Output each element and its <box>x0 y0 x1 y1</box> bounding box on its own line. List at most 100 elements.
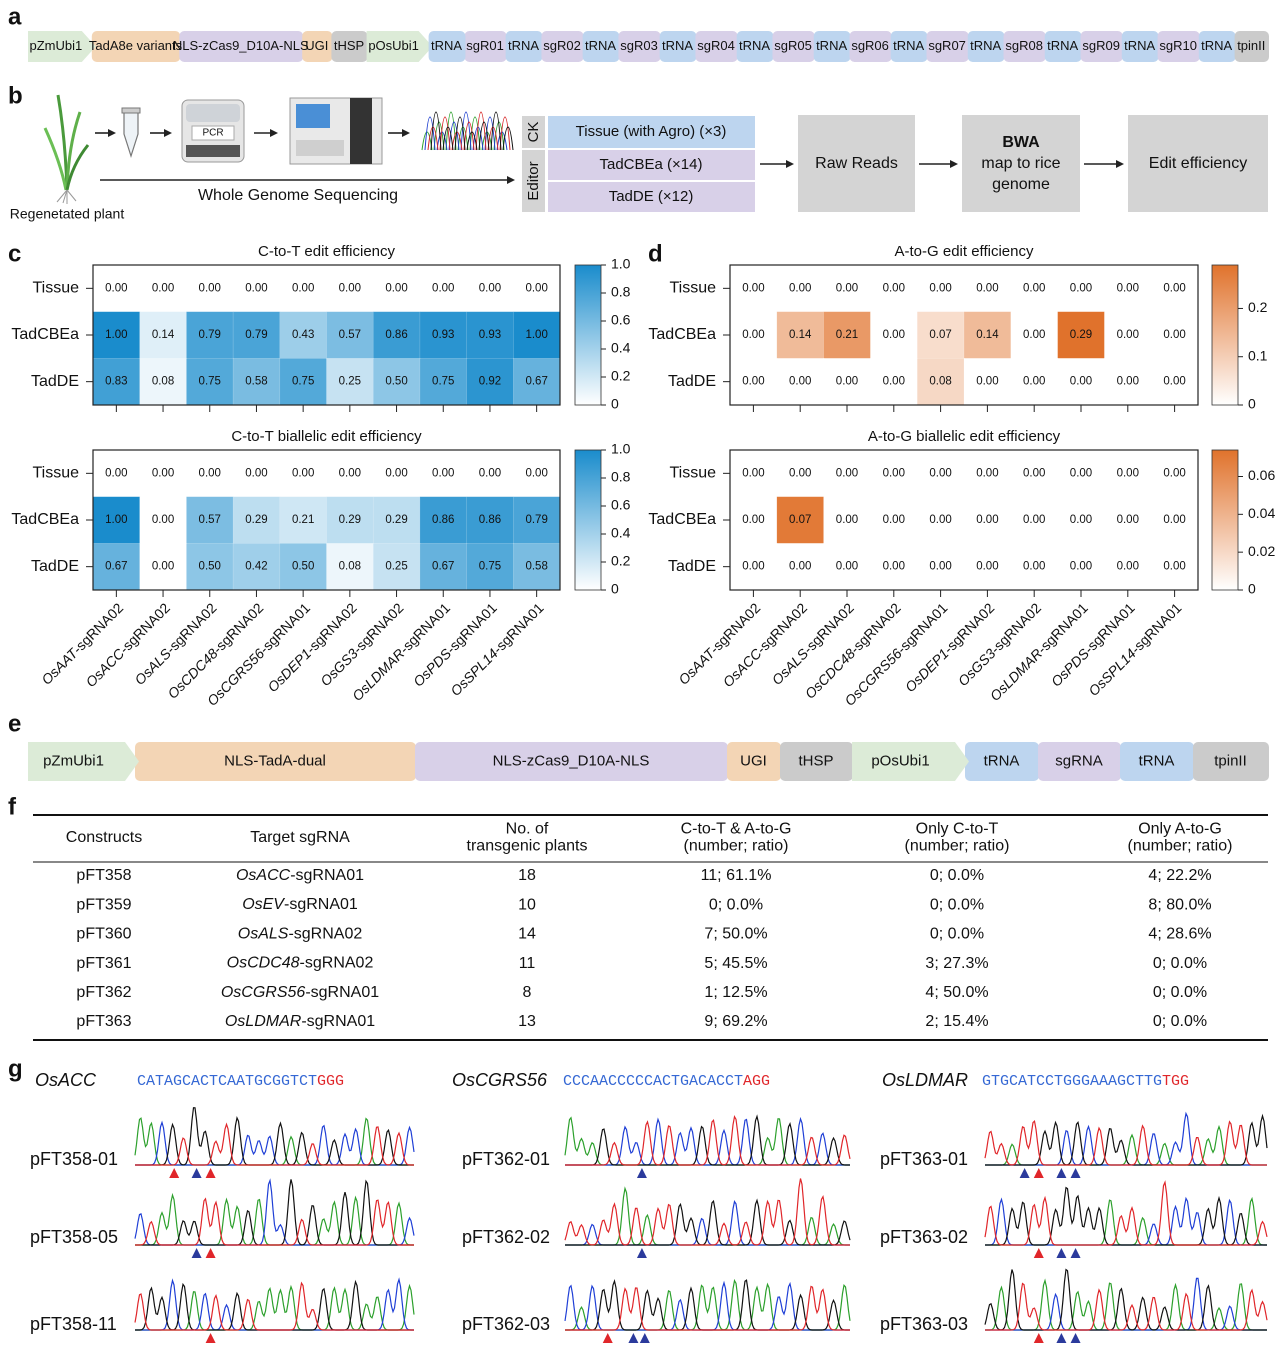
table-cell: 4; 28.6% <box>1148 926 1211 943</box>
heat-cell <box>419 543 468 591</box>
trace <box>984 1120 1267 1166</box>
heat-cell <box>870 311 918 360</box>
edit-marker <box>205 1333 216 1343</box>
table-cell: 7; 50.0% <box>704 926 767 943</box>
construct-part <box>852 742 969 781</box>
cell-label: 0.93 <box>432 329 454 341</box>
construct-label: sgR09 <box>1082 38 1120 53</box>
heatmap-frame <box>729 264 1199 406</box>
heat-cell <box>916 311 965 360</box>
construct-part <box>926 31 969 62</box>
cell-label: 0.67 <box>432 561 454 573</box>
heat-cell <box>1010 496 1059 545</box>
x-tick-label: OsALS-sgRNA02 <box>768 599 856 687</box>
table-cell: 1; 12.5% <box>704 984 767 1001</box>
cell-label: 0.29 <box>385 514 407 526</box>
table-cell: 4; 50.0% <box>925 984 988 1001</box>
cell-label: 0.00 <box>1023 514 1045 526</box>
cell-label: 0.00 <box>105 467 127 479</box>
heat-cell <box>92 496 141 545</box>
edit-marker <box>191 1168 202 1178</box>
trace <box>985 1186 1267 1246</box>
construct-part <box>780 742 853 781</box>
table-header: Only C-to-T <box>916 821 999 838</box>
cell-label: 0.00 <box>836 376 858 388</box>
construct-label: NLS-TadA-dual <box>224 752 326 769</box>
step-text: Raw Reads <box>815 155 898 172</box>
construct-label: sgR01 <box>466 38 504 53</box>
trace <box>135 1122 414 1166</box>
heat-cell <box>963 449 1012 498</box>
cell-label: 0.00 <box>1163 376 1185 388</box>
heat-cell <box>139 311 188 360</box>
construct-label: tRNA <box>431 38 462 53</box>
sample-name: pFT358-01 <box>30 1149 118 1169</box>
cell-label: 0.00 <box>929 282 951 294</box>
construct-label: tRNA <box>893 38 924 53</box>
heat-cell <box>729 358 778 406</box>
group-box <box>522 116 545 148</box>
construct-part <box>541 31 584 62</box>
sequencer-tower <box>350 98 372 164</box>
cell-label: 0.57 <box>199 514 221 526</box>
heat-cell <box>419 449 468 498</box>
heat-cell <box>419 358 468 406</box>
edit-marker <box>1033 1333 1044 1343</box>
gene-name: OsACC <box>35 1070 97 1090</box>
construct-part <box>179 31 304 62</box>
sequence: CCCAACCCCCACTGACACCTAGG <box>563 1073 770 1090</box>
construct-part <box>1080 31 1123 62</box>
heat-cell <box>139 449 188 498</box>
construct-label: tpinII <box>1214 752 1247 769</box>
heat-cell <box>513 449 561 498</box>
step-title: BWA <box>1002 134 1040 151</box>
cell-label: 0.00 <box>1163 282 1185 294</box>
plant-label: Regenetated plant <box>10 206 125 222</box>
pcr-label: PCR <box>202 128 223 139</box>
heat-cell <box>1104 311 1152 360</box>
colorbar-tick-label: 0.4 <box>611 525 631 541</box>
x-tick-label: OsPDS-sgRNA01 <box>410 599 500 689</box>
cell-label: 0.07 <box>789 514 811 526</box>
plant-leaf <box>65 144 90 191</box>
heatmap-title: C-to-T edit efficiency <box>258 243 395 260</box>
construct-label: tRNA <box>1124 38 1155 53</box>
heat-cell <box>1057 264 1106 313</box>
heat-cell <box>513 496 561 545</box>
x-tick-label: OsALS-sgRNA02 <box>131 599 219 687</box>
heatmap-title: C-to-T biallelic edit efficiency <box>231 428 422 445</box>
edit-marker <box>1056 1168 1067 1178</box>
sample-name: pFT362-02 <box>462 1227 550 1247</box>
protospacer: GTGCATCCTGGGAAAGCTTG <box>982 1073 1162 1090</box>
trace <box>984 1180 1268 1246</box>
plant-root <box>56 189 68 203</box>
cell-label: 0.00 <box>1117 514 1139 526</box>
cell-label: 0.42 <box>245 561 267 573</box>
heat-cell <box>186 264 234 313</box>
cell-label: 0.00 <box>883 467 905 479</box>
construct-label: tRNA <box>662 38 693 53</box>
edit-marker <box>1033 1248 1044 1258</box>
sequencer-screen <box>296 104 330 128</box>
heat-cell <box>776 449 825 498</box>
table-cell: pFT360 <box>76 926 131 943</box>
sample-name: pFT358-11 <box>30 1314 117 1334</box>
construct-label: TadA8e variants <box>89 38 183 53</box>
heat-cell <box>870 358 918 406</box>
cell-label: 0.00 <box>152 467 174 479</box>
trace <box>565 1114 851 1166</box>
cell-label: 1.00 <box>105 329 127 341</box>
cell-label: 0.00 <box>1117 561 1139 573</box>
cell-label: 0.08 <box>929 376 951 388</box>
heat-cell <box>1057 311 1106 360</box>
edit-marker <box>1056 1248 1067 1258</box>
construct-label: tRNA <box>1047 38 1078 53</box>
construct-label: NLS-zCas9_D10A-NLS <box>493 752 650 769</box>
x-tick-label: OsPDS-sgRNA01 <box>1048 599 1138 689</box>
heat-cell <box>232 543 281 591</box>
edit-marker <box>639 1333 650 1343</box>
heat-cell <box>963 543 1012 591</box>
cell-label: 0.00 <box>339 467 361 479</box>
construct-part <box>618 31 661 62</box>
table-cell: 13 <box>518 1013 536 1030</box>
